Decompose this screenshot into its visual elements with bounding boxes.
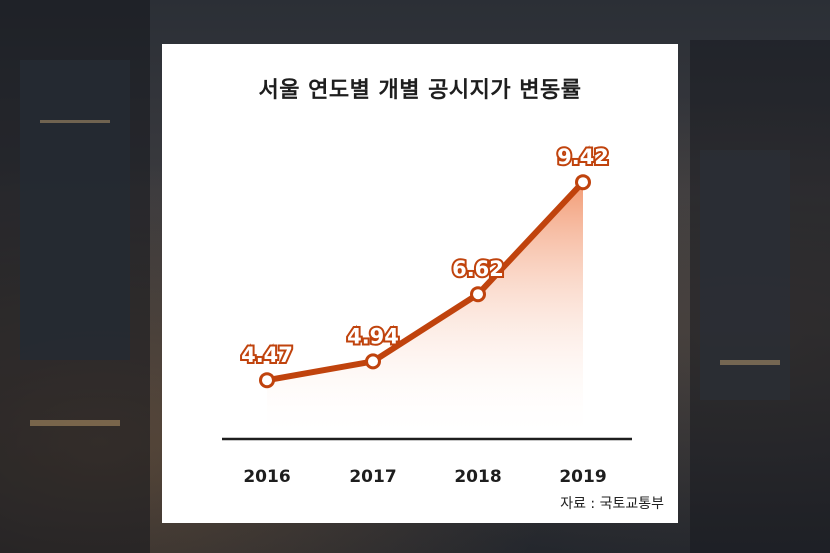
line-chart: 4.47 2016 4.94 2017 6.62 2018 9.42 2019 <box>222 143 632 487</box>
data-label: 9.42 <box>557 145 609 169</box>
chart-card: 서울 연도별 개별 공시지가 변동률 4.47 2016 4.94 2017 6.62 2… <box>162 44 678 523</box>
x-tick-label: 2017 <box>349 467 396 487</box>
data-point <box>575 174 591 191</box>
chart-title: 서울 연도별 개별 공시지가 변동률 <box>258 78 582 103</box>
x-tick-label: 2018 <box>454 467 501 487</box>
data-label: 4.94 <box>347 324 399 348</box>
x-tick-label: 2016 <box>243 467 290 487</box>
source-note: 자료 : 국토교통부 <box>560 496 664 512</box>
data-point <box>259 372 275 389</box>
data-point <box>365 353 381 370</box>
data-label: 4.47 <box>241 343 293 367</box>
area-fill <box>267 182 583 439</box>
data-point <box>470 286 486 303</box>
x-tick-label: 2019 <box>559 467 606 487</box>
series-line <box>264 179 586 384</box>
data-label: 6.62 <box>452 257 504 281</box>
